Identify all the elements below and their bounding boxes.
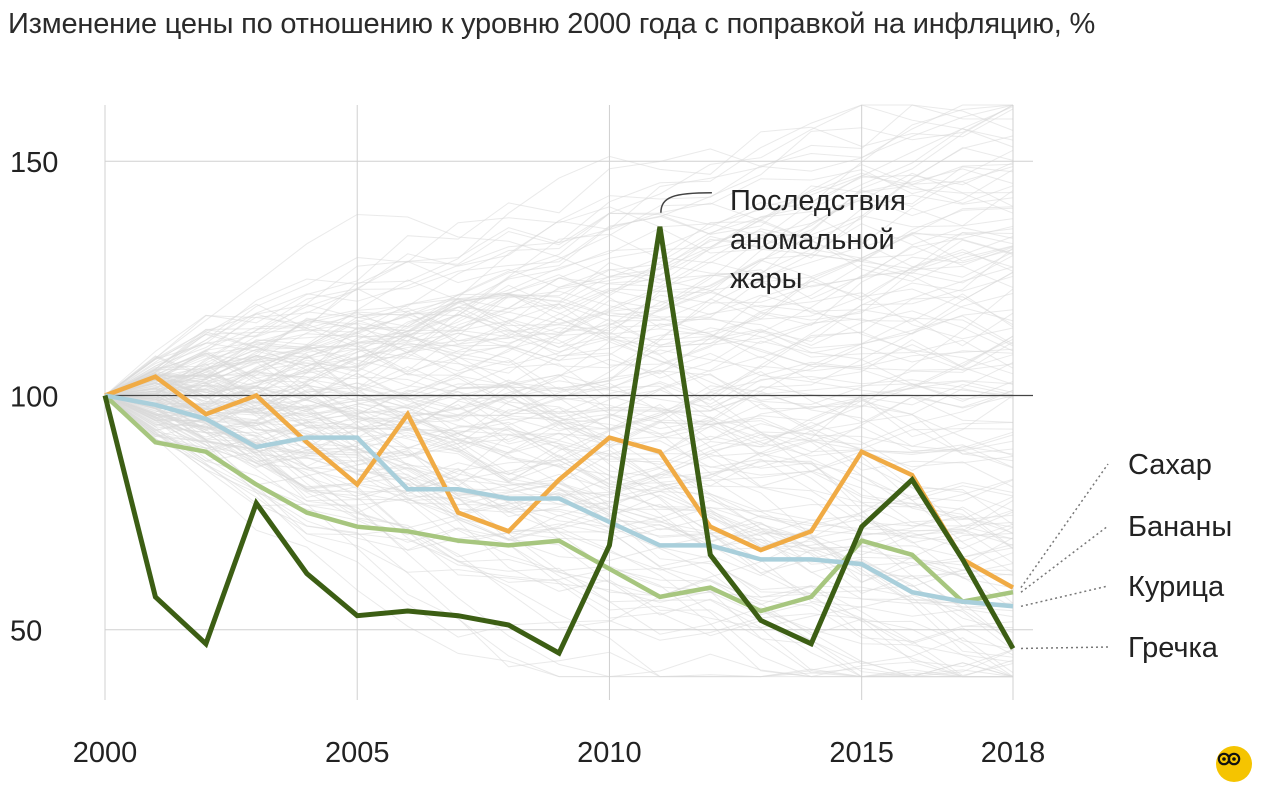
series-label: Бананы	[1128, 511, 1232, 543]
annotation-text: жары	[730, 263, 803, 295]
label-connector	[1020, 525, 1109, 593]
annotation-text: Последствия	[730, 185, 906, 217]
label-connector	[1020, 646, 1109, 650]
annotation: Последствия аномальной жары	[660, 185, 906, 295]
tick-labels: 2000 2005 2010 2015 2018 50 100 150	[10, 147, 1045, 769]
series-line-2	[103, 393, 1014, 614]
y-tick-label: 100	[10, 381, 58, 413]
x-tick-label: 2005	[325, 737, 390, 769]
series-label: Гречка	[1128, 632, 1219, 664]
series-label: Сахар	[1128, 449, 1212, 481]
series-label: Курица	[1128, 571, 1225, 603]
series-line-4	[102, 226, 1016, 657]
x-tick-label: 2015	[829, 737, 894, 769]
chart-title: Изменение цены по отношению к уровню 200…	[8, 8, 1096, 40]
series-lines	[102, 226, 1016, 657]
series-line-1	[104, 374, 1015, 590]
series-line-3	[104, 393, 1014, 609]
label-connector	[1020, 585, 1109, 608]
y-tick-label: 150	[10, 147, 58, 179]
annotation-leader	[660, 192, 712, 213]
series-labels: Сахар Бананы Курица Гречка	[1020, 449, 1232, 664]
y-tick-label: 50	[10, 616, 42, 648]
annotation-text: аномальной	[730, 224, 895, 256]
x-tick-label: 2018	[981, 737, 1046, 769]
logo-icon	[1216, 746, 1252, 782]
label-connector	[1020, 463, 1109, 588]
grid	[104, 105, 1033, 700]
x-tick-label: 2010	[577, 737, 642, 769]
x-tick-label: 2000	[73, 737, 138, 769]
